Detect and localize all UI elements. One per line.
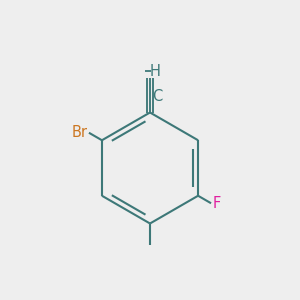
Text: H: H bbox=[150, 64, 161, 79]
Text: Br: Br bbox=[71, 125, 87, 140]
Text: C: C bbox=[152, 88, 163, 104]
Text: F: F bbox=[213, 196, 221, 211]
